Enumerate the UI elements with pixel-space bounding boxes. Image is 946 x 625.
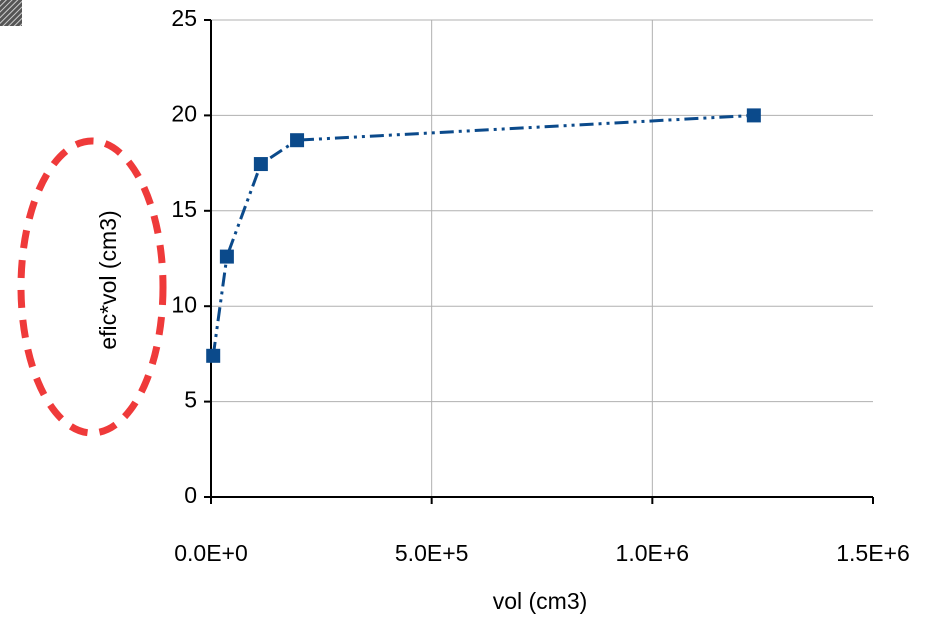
corner-icon xyxy=(0,0,22,26)
marker xyxy=(746,108,761,123)
marker xyxy=(206,348,221,363)
y-tick-label: 25 xyxy=(171,5,197,31)
y-tick-label: 10 xyxy=(171,291,197,317)
y-tick-label: 20 xyxy=(171,100,197,126)
highlight-ellipse xyxy=(17,137,167,437)
marker xyxy=(290,133,305,148)
y-tick-label: 15 xyxy=(171,196,197,222)
x-tick-label: 1.5E+6 xyxy=(836,540,910,566)
x-tick-label: 1.0E+6 xyxy=(616,540,690,566)
y-tick-label: 5 xyxy=(184,387,197,413)
x-axis-title: vol (cm3) xyxy=(493,588,588,614)
series-line xyxy=(211,113,754,357)
marker xyxy=(253,157,268,172)
x-tick-label: 5.0E+5 xyxy=(395,540,469,566)
y-axis-title: efic*vol (cm3) xyxy=(95,210,121,349)
marker xyxy=(219,249,234,264)
y-tick-label: 0 xyxy=(184,482,197,508)
x-tick-label: 0.0E+0 xyxy=(174,540,248,566)
